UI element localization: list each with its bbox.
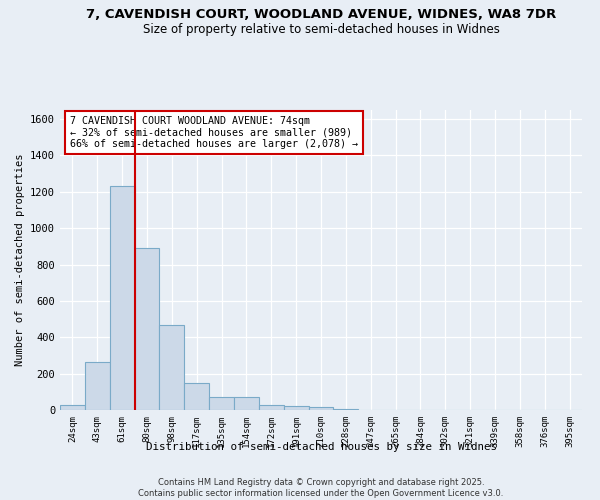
Bar xyxy=(308,408,334,410)
Bar xyxy=(334,409,358,410)
Bar xyxy=(85,362,110,410)
Bar xyxy=(184,382,209,410)
Bar xyxy=(160,324,184,410)
Text: Contains HM Land Registry data © Crown copyright and database right 2025.
Contai: Contains HM Land Registry data © Crown c… xyxy=(139,478,503,498)
Bar xyxy=(284,406,308,410)
Text: Distribution of semi-detached houses by size in Widnes: Distribution of semi-detached houses by … xyxy=(146,442,497,452)
Bar xyxy=(60,406,85,410)
Text: 7, CAVENDISH COURT, WOODLAND AVENUE, WIDNES, WA8 7DR: 7, CAVENDISH COURT, WOODLAND AVENUE, WID… xyxy=(86,8,556,20)
Bar xyxy=(259,406,284,410)
Bar xyxy=(234,398,259,410)
Text: Size of property relative to semi-detached houses in Widnes: Size of property relative to semi-detach… xyxy=(143,22,499,36)
Text: 7 CAVENDISH COURT WOODLAND AVENUE: 74sqm
← 32% of semi-detached houses are small: 7 CAVENDISH COURT WOODLAND AVENUE: 74sqm… xyxy=(70,116,358,149)
Y-axis label: Number of semi-detached properties: Number of semi-detached properties xyxy=(14,154,25,366)
Bar xyxy=(110,186,134,410)
Bar xyxy=(209,398,234,410)
Bar xyxy=(134,248,160,410)
